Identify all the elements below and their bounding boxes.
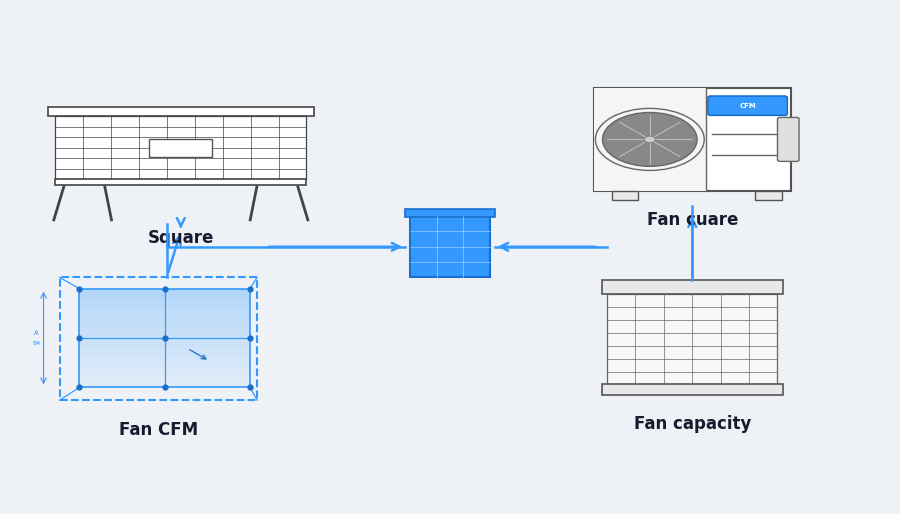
FancyBboxPatch shape <box>708 96 788 115</box>
Bar <box>48 107 313 116</box>
Bar <box>79 289 250 299</box>
Bar <box>55 179 306 186</box>
Text: Fan capacity: Fan capacity <box>634 415 751 433</box>
Bar <box>79 358 250 368</box>
Text: CFM: CFM <box>739 103 756 108</box>
Bar <box>755 191 782 200</box>
Bar <box>79 368 250 377</box>
Bar <box>410 216 490 278</box>
Bar <box>79 289 250 388</box>
Bar <box>601 280 783 294</box>
Bar <box>79 328 250 338</box>
Bar <box>79 377 250 388</box>
Circle shape <box>644 136 655 143</box>
Bar <box>149 139 212 157</box>
Bar <box>405 210 495 217</box>
Text: Fan CFM: Fan CFM <box>119 420 198 438</box>
Text: Square: Square <box>148 229 214 247</box>
Circle shape <box>603 113 698 167</box>
Bar <box>601 384 783 395</box>
Bar <box>607 294 778 385</box>
Text: B4: B4 <box>32 341 40 345</box>
Text: A: A <box>34 330 39 336</box>
Bar <box>79 348 250 358</box>
Bar <box>59 278 257 400</box>
FancyBboxPatch shape <box>778 117 799 161</box>
Bar <box>594 88 791 191</box>
Bar <box>79 318 250 328</box>
Bar <box>79 338 250 348</box>
Bar <box>79 308 250 318</box>
Bar <box>55 116 306 179</box>
Bar <box>79 299 250 308</box>
Bar <box>611 191 638 200</box>
Text: Fan cuare: Fan cuare <box>646 211 738 229</box>
Bar <box>594 88 706 191</box>
